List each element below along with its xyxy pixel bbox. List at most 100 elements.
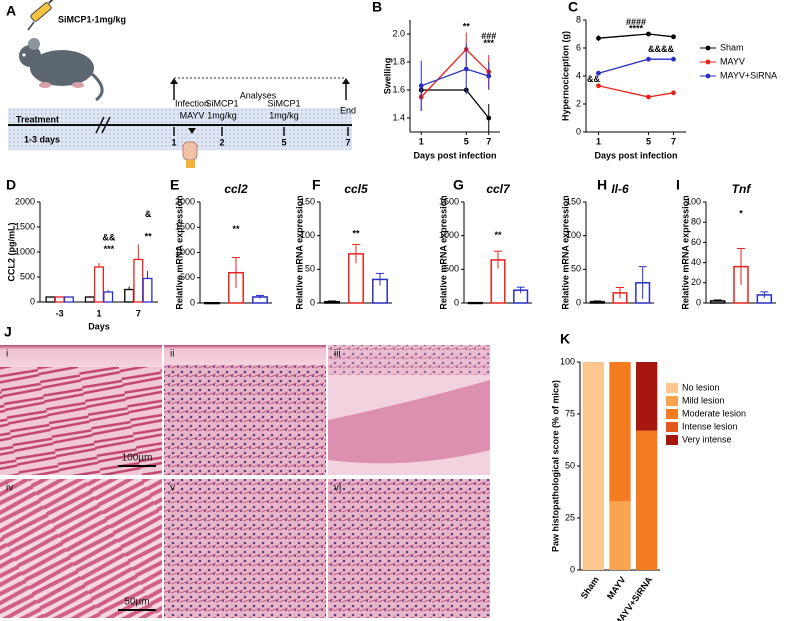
- x-tick-label: 7: [486, 136, 491, 146]
- x-tick-label: 5: [464, 136, 469, 146]
- y-tick-label: 2000: [175, 196, 195, 206]
- series-line: [421, 68, 489, 87]
- image-label: iii: [334, 349, 341, 360]
- point: [671, 34, 676, 40]
- legend-label: No lesion: [682, 382, 720, 392]
- timeline-title: Treatment: [16, 114, 59, 124]
- annotation: ***: [483, 38, 494, 48]
- point: [671, 56, 676, 62]
- y-tick-label: 40: [691, 257, 701, 267]
- y-tick-label: 20: [691, 277, 701, 287]
- annotation: **: [145, 231, 153, 241]
- panel-letter: A: [6, 3, 16, 19]
- y-tick-label: 1000: [15, 246, 35, 256]
- y-tick-label: 0: [570, 564, 575, 574]
- legend-swatch: [666, 422, 678, 432]
- histology-image: [328, 345, 490, 375]
- y-axis-label: Relative mRNA expression: [294, 195, 304, 309]
- y-tick-label: 150: [566, 196, 581, 206]
- x-axis-label: Days: [88, 321, 110, 331]
- charts: 1.4 1.6 1.8 2.0 Swelling 1 5 7 Days post infecti…: [6, 14, 777, 621]
- bar-segment: [609, 501, 631, 570]
- y-tick-label: 0: [454, 297, 459, 307]
- arrow-head: [170, 78, 178, 84]
- x-tick-label: 7: [136, 308, 141, 318]
- y-axis-label: Relative mRNA expression: [560, 195, 570, 309]
- events: Infection MAYV 1 SiMCP1 1mg/kg 2 SiMCP1 1mg/kg 5…: [171, 98, 356, 147]
- scale-bar-label: 50µm: [124, 597, 149, 608]
- panel-letters: A B C D E F G H I J K: [4, 0, 680, 347]
- x-tick-label: 7: [671, 136, 676, 146]
- y-tick-label: 25: [565, 512, 575, 522]
- y-tick-label: 100: [566, 230, 581, 240]
- y-tick-label: 0: [696, 297, 701, 307]
- x-tick-label: Sham: [579, 575, 601, 601]
- annotation: ***: [104, 244, 115, 254]
- y-axis-label: CCL2 (pg/mL): [6, 223, 16, 282]
- legend-label: Sham: [720, 42, 744, 52]
- point: [671, 90, 676, 96]
- annotation: &&&&: [648, 44, 674, 54]
- analyses-label: Analyses: [240, 90, 277, 100]
- legend-label: MAYV: [720, 56, 745, 66]
- event-label: End: [340, 105, 356, 115]
- point: [418, 83, 424, 89]
- panel-letter: K: [560, 331, 570, 347]
- y-tick-label: 1.4: [392, 112, 405, 122]
- x-tick-label: MAYV: [605, 575, 628, 601]
- x-tick-label: 5: [646, 136, 651, 146]
- break-mark: [95, 116, 111, 134]
- y-tick-label: 100: [300, 230, 315, 240]
- x-axis-label: Days post infection: [594, 150, 677, 160]
- y-axis-label: Relative mRNA expression: [174, 195, 184, 309]
- event-label: 1mg/kg: [269, 110, 299, 120]
- annotation: *: [739, 208, 743, 218]
- image-label: v: [170, 483, 175, 494]
- y-tick-label: 1000: [175, 247, 195, 257]
- series-line: [598, 58, 674, 74]
- y-tick-label: 0: [576, 297, 581, 307]
- annotation: ****: [629, 23, 644, 33]
- y-tick-label: 1500: [175, 222, 195, 232]
- y-tick-label: 0: [190, 297, 195, 307]
- annotation: **: [352, 229, 360, 239]
- y-tick-label: 60: [691, 237, 701, 247]
- y-tick-label: 0: [310, 297, 315, 307]
- bar: [103, 291, 114, 303]
- annotation: &&: [102, 232, 115, 242]
- legend-label: Moderate lesion: [682, 408, 746, 418]
- series-line: [598, 33, 674, 39]
- histology-image: [164, 345, 326, 365]
- bar: [54, 296, 65, 303]
- hand-icon: [182, 141, 198, 168]
- day-label: 1: [171, 137, 176, 147]
- day-label: 7: [345, 137, 350, 147]
- panel-letter: D: [6, 177, 16, 193]
- x-tick-label: 1: [96, 308, 101, 318]
- annotation: **: [494, 230, 502, 240]
- y-tick-label: 6: [576, 42, 581, 52]
- point: [463, 66, 469, 72]
- event-label: 1mg/kg: [207, 110, 237, 120]
- y-axis-label: Relative mRNA expression: [438, 195, 448, 309]
- series-line: [598, 85, 674, 98]
- legend-swatch: [666, 435, 678, 445]
- panel-letter: H: [597, 177, 607, 193]
- histology: i ii iii iv v vi 100µm 50µm: [0, 345, 490, 618]
- y-tick-label: 1500: [15, 221, 35, 231]
- legend-swatch: [666, 409, 678, 419]
- x-tick-label: -3: [56, 308, 64, 318]
- y-tick-label: 75: [565, 408, 575, 418]
- image-label: vi: [334, 483, 341, 494]
- bar: [124, 288, 135, 303]
- y-tick-label: 80: [691, 217, 701, 227]
- legend-label: Intense lesion: [682, 421, 738, 431]
- image-label: i: [6, 349, 8, 360]
- arrow-head: [342, 78, 350, 84]
- y-tick-label: 100: [560, 356, 575, 366]
- panel-letter: F: [312, 177, 321, 193]
- y-tick-label: 500: [444, 264, 459, 274]
- annotation: &&: [587, 74, 600, 84]
- image-label: iv: [6, 483, 13, 494]
